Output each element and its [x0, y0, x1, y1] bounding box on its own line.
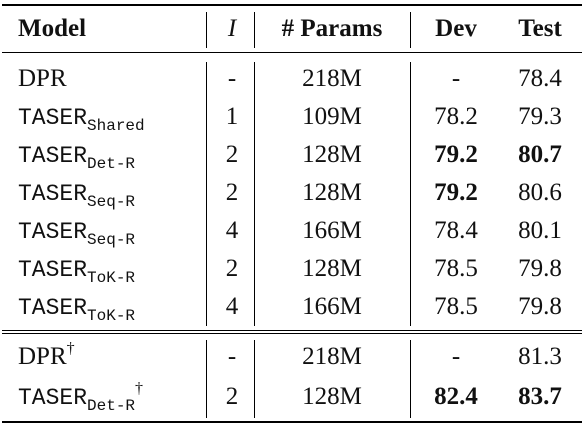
col-sep-params: [410, 62, 411, 326]
model-subscript: Shared: [87, 117, 145, 135]
model-base: TASER: [18, 181, 88, 207]
test-score: 81.3: [518, 343, 562, 370]
model-subscript: Det-R: [87, 155, 136, 173]
model-base: DPR: [18, 65, 67, 92]
iterations-cell: 4: [225, 217, 239, 244]
model-name: TASERSeq-R: [18, 214, 136, 249]
model-base: TASER: [18, 219, 88, 245]
col-sep-params: [410, 340, 411, 418]
col-sep-model: [206, 12, 207, 48]
params-cell: 128M: [302, 141, 362, 168]
table-row: TASERDet-R 2 128M 79.2 80.7: [0, 138, 584, 173]
header-dev: Dev: [435, 15, 477, 42]
test-score: 79.8: [518, 293, 562, 320]
test-score: 80.6: [518, 179, 562, 206]
header-row: Model I # Params Dev Test: [0, 12, 584, 46]
params-cell: 128M: [302, 383, 362, 410]
params-cell: 166M: [302, 217, 362, 244]
dev-score: -: [451, 65, 461, 92]
params-cell: 109M: [302, 103, 362, 130]
model-name: DPR†: [18, 340, 75, 374]
table-row: TASERDet-R† 2 128M 82.4 83.7: [0, 380, 584, 415]
test-score: 83.7: [518, 383, 562, 410]
model-name: TASERSeq-R: [18, 176, 136, 211]
model-name: TASERDet-R†: [18, 380, 144, 415]
model-subscript: Seq-R: [87, 231, 136, 249]
iterations-cell: 2: [225, 383, 239, 410]
model-base: TASER: [18, 143, 88, 169]
model-name: TASERToK-R: [18, 290, 136, 325]
table-row: TASERShared 1 109M 78.2 79.3: [0, 100, 584, 135]
iterations-cell: -: [227, 65, 237, 92]
dev-score: 78.4: [434, 217, 478, 244]
model-name: TASERToK-R: [18, 252, 136, 287]
header-i: I: [227, 15, 237, 42]
iterations-cell: 2: [225, 141, 239, 168]
test-score: 78.4: [518, 65, 562, 92]
dev-score: 82.4: [434, 383, 478, 410]
model-subscript: ToK-R: [87, 269, 136, 287]
iterations-cell: 1: [225, 103, 239, 130]
table-row: DPR - 218M - 78.4: [0, 62, 584, 96]
header-test: Test: [518, 15, 562, 42]
col-sep-i: [254, 340, 255, 418]
header-model: Model: [18, 15, 87, 42]
col-sep-params: [410, 12, 411, 48]
group-rule-2: [2, 333, 582, 334]
header-rule: [2, 52, 582, 53]
group-rule-1: [2, 330, 582, 331]
dev-score: 78.5: [434, 293, 478, 320]
dagger-mark: †: [135, 380, 144, 397]
test-score: 79.3: [518, 103, 562, 130]
table-row: TASERSeq-R 2 128M 79.2 80.6: [0, 176, 584, 211]
dev-score: 79.2: [434, 179, 478, 206]
bottom-rule: [2, 421, 582, 423]
model-base: TASER: [18, 105, 88, 131]
top-rule: [2, 4, 582, 6]
test-score: 79.8: [518, 255, 562, 282]
iterations-cell: 2: [225, 179, 239, 206]
model-name: DPR: [18, 62, 67, 96]
iterations-cell: 4: [225, 293, 239, 320]
header-params: # Params: [281, 15, 383, 42]
col-sep-model: [206, 62, 207, 326]
params-cell: 218M: [302, 343, 362, 370]
dagger-mark: †: [66, 340, 75, 357]
model-base: DPR: [18, 343, 67, 370]
model-subscript: Det-R: [87, 397, 136, 415]
table-row: TASERToK-R 4 166M 78.5 79.8: [0, 290, 584, 325]
dev-score: 78.5: [434, 255, 478, 282]
params-cell: 218M: [302, 65, 362, 92]
dev-score: 79.2: [434, 141, 478, 168]
iterations-cell: 2: [225, 255, 239, 282]
table-row: TASERToK-R 2 128M 78.5 79.8: [0, 252, 584, 287]
model-subscript: ToK-R: [87, 307, 136, 325]
params-cell: 128M: [302, 179, 362, 206]
col-sep-i: [254, 12, 255, 48]
model-base: TASER: [18, 257, 88, 283]
table-row: DPR† - 218M - 81.3: [0, 340, 584, 374]
test-score: 80.1: [518, 217, 562, 244]
dev-score: 78.2: [434, 103, 478, 130]
model-base: TASER: [18, 295, 88, 321]
table-row: TASERSeq-R 4 166M 78.4 80.1: [0, 214, 584, 249]
params-cell: 128M: [302, 255, 362, 282]
dev-score: -: [451, 343, 461, 370]
params-cell: 166M: [302, 293, 362, 320]
iterations-cell: -: [227, 343, 237, 370]
col-sep-model: [206, 340, 207, 418]
model-name: TASERDet-R: [18, 138, 136, 173]
test-score: 80.7: [518, 141, 562, 168]
model-base: TASER: [18, 385, 88, 411]
model-name: TASERShared: [18, 100, 145, 135]
col-sep-i: [254, 62, 255, 326]
model-subscript: Seq-R: [87, 193, 136, 211]
